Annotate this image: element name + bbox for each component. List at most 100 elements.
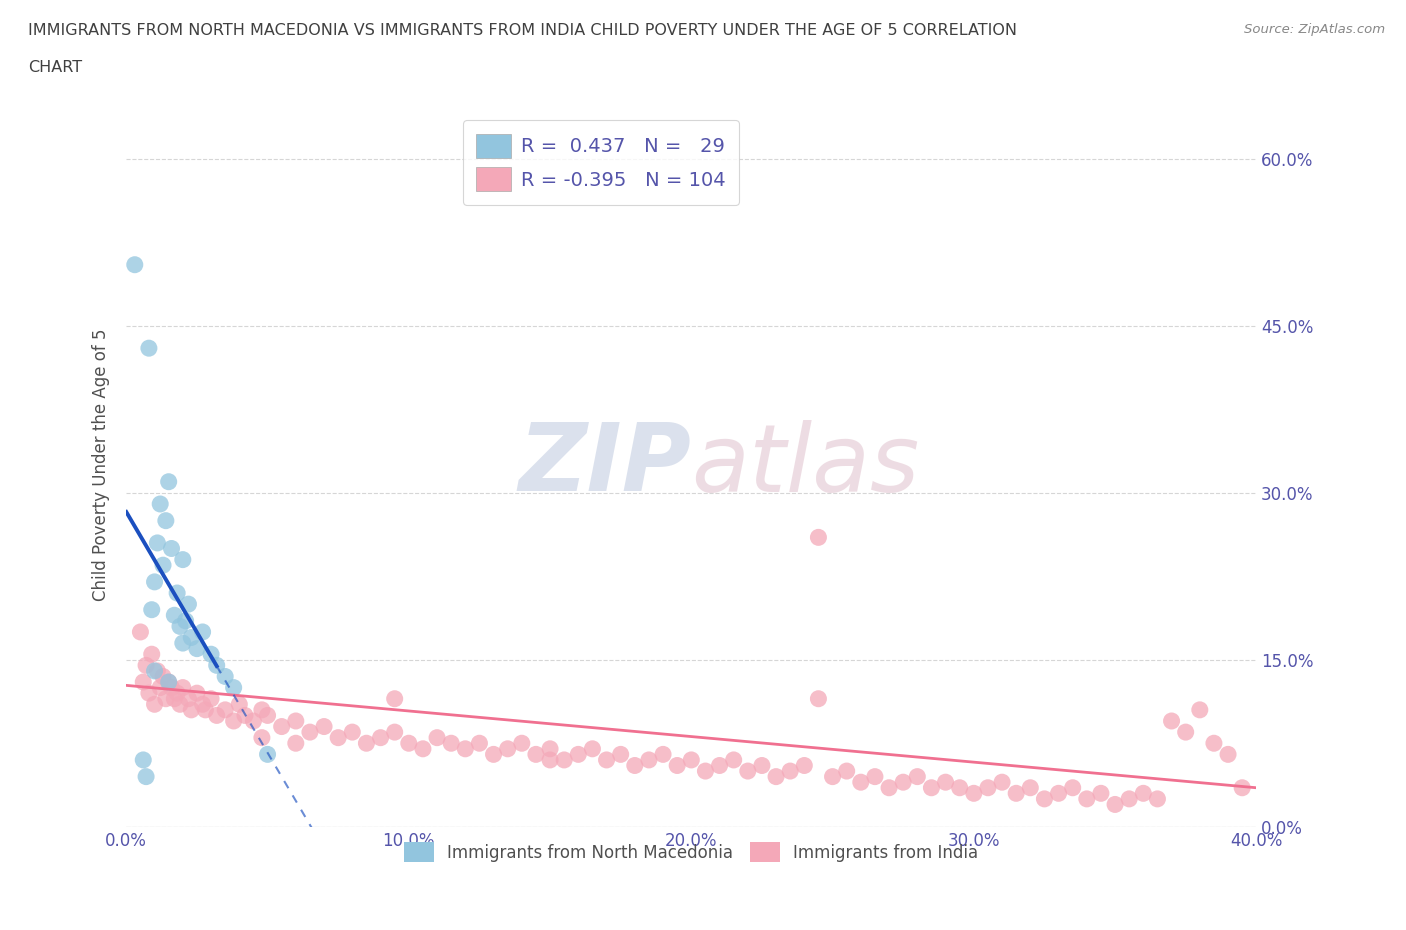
Point xyxy=(356,736,378,751)
Point xyxy=(991,775,1014,790)
Point xyxy=(194,702,217,717)
Point xyxy=(920,780,942,795)
Point xyxy=(222,680,245,695)
Y-axis label: Child Poverty Under the Age of 5: Child Poverty Under the Age of 5 xyxy=(93,329,110,602)
Point xyxy=(149,680,172,695)
Point xyxy=(1160,713,1182,728)
Point xyxy=(1104,797,1126,812)
Point xyxy=(222,713,245,728)
Point xyxy=(177,691,200,706)
Point xyxy=(426,730,449,745)
Point xyxy=(1230,780,1253,795)
Point xyxy=(166,685,188,700)
Point xyxy=(228,697,250,711)
Point xyxy=(835,764,858,778)
Text: CHART: CHART xyxy=(28,60,82,75)
Point xyxy=(135,769,157,784)
Point xyxy=(143,575,166,590)
Point xyxy=(751,758,773,773)
Point xyxy=(169,619,191,634)
Point xyxy=(256,747,278,762)
Point xyxy=(1047,786,1070,801)
Point xyxy=(1216,747,1239,762)
Point xyxy=(132,674,155,689)
Point xyxy=(905,769,928,784)
Point xyxy=(152,558,174,573)
Point xyxy=(891,775,914,790)
Point xyxy=(157,674,180,689)
Point xyxy=(1019,780,1042,795)
Point xyxy=(141,603,163,618)
Text: Source: ZipAtlas.com: Source: ZipAtlas.com xyxy=(1244,23,1385,36)
Point xyxy=(935,775,957,790)
Point xyxy=(695,764,717,778)
Point xyxy=(849,775,872,790)
Point xyxy=(681,752,703,767)
Point xyxy=(510,736,533,751)
Point xyxy=(370,730,392,745)
Point xyxy=(1062,780,1084,795)
Point xyxy=(205,708,228,723)
Point xyxy=(538,752,561,767)
Point xyxy=(270,719,292,734)
Point xyxy=(172,552,194,567)
Point xyxy=(172,635,194,650)
Point xyxy=(200,691,222,706)
Point xyxy=(152,669,174,684)
Point xyxy=(1146,791,1168,806)
Point xyxy=(160,541,183,556)
Point xyxy=(538,741,561,756)
Point xyxy=(163,608,186,623)
Point xyxy=(638,752,661,767)
Point xyxy=(214,702,236,717)
Point xyxy=(242,713,264,728)
Text: ZIP: ZIP xyxy=(519,419,692,511)
Point xyxy=(132,752,155,767)
Point xyxy=(412,741,434,756)
Point xyxy=(155,513,177,528)
Point xyxy=(807,530,830,545)
Point xyxy=(160,680,183,695)
Point xyxy=(143,663,166,678)
Point xyxy=(1005,786,1028,801)
Point xyxy=(138,685,160,700)
Point xyxy=(609,747,631,762)
Point xyxy=(623,758,645,773)
Point xyxy=(172,680,194,695)
Text: atlas: atlas xyxy=(692,419,920,511)
Point xyxy=(157,474,180,489)
Point xyxy=(284,736,307,751)
Point xyxy=(155,691,177,706)
Point xyxy=(765,769,787,784)
Point xyxy=(723,752,745,767)
Point xyxy=(482,747,505,762)
Point xyxy=(709,758,731,773)
Point xyxy=(250,702,273,717)
Point xyxy=(468,736,491,751)
Point xyxy=(581,741,603,756)
Point xyxy=(180,631,202,645)
Point xyxy=(146,536,169,551)
Point xyxy=(191,625,214,640)
Point xyxy=(1174,724,1197,739)
Point xyxy=(129,625,152,640)
Point xyxy=(1132,786,1154,801)
Point xyxy=(793,758,815,773)
Point xyxy=(169,697,191,711)
Point xyxy=(1033,791,1056,806)
Point xyxy=(135,658,157,672)
Point xyxy=(1202,736,1225,751)
Point xyxy=(141,646,163,661)
Text: IMMIGRANTS FROM NORTH MACEDONIA VS IMMIGRANTS FROM INDIA CHILD POVERTY UNDER THE: IMMIGRANTS FROM NORTH MACEDONIA VS IMMIG… xyxy=(28,23,1017,38)
Point xyxy=(143,697,166,711)
Point xyxy=(1076,791,1098,806)
Point xyxy=(138,340,160,355)
Legend: Immigrants from North Macedonia, Immigrants from India: Immigrants from North Macedonia, Immigra… xyxy=(398,835,986,869)
Point xyxy=(652,747,675,762)
Point xyxy=(180,702,202,717)
Point xyxy=(233,708,256,723)
Point xyxy=(174,614,197,629)
Point xyxy=(666,758,689,773)
Point xyxy=(595,752,617,767)
Point xyxy=(398,736,420,751)
